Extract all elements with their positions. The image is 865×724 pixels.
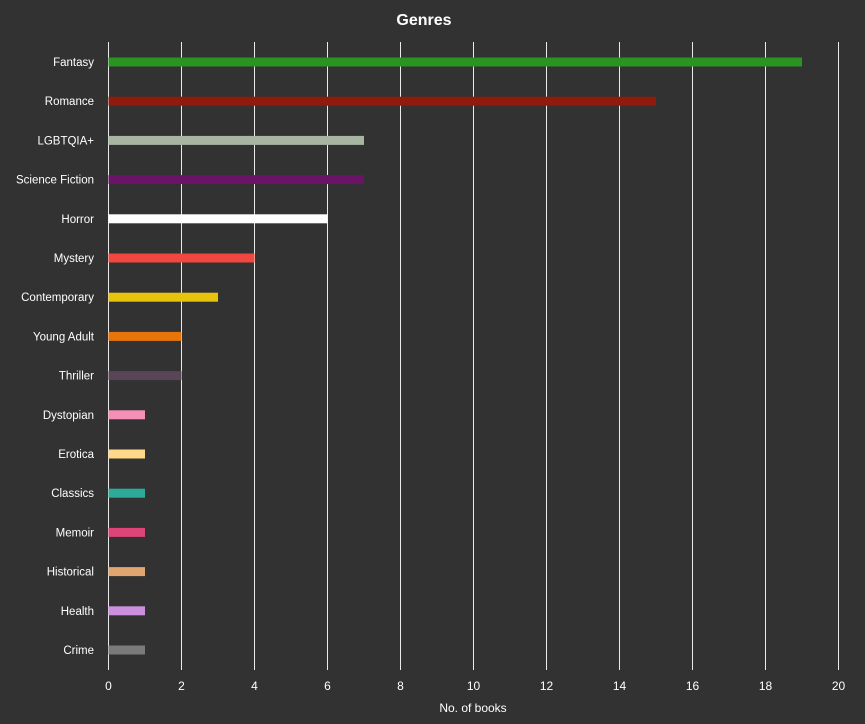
- x-tick-label: 14: [613, 679, 627, 693]
- bar-memoir: [108, 527, 145, 537]
- x-axis-label: No. of books: [439, 701, 506, 715]
- gridlines: [108, 42, 839, 670]
- x-tick-label: 12: [540, 679, 554, 693]
- x-tick-label: 4: [251, 679, 258, 693]
- x-tick-label: 10: [467, 679, 481, 693]
- category-label: Mystery: [54, 253, 95, 265]
- bar-historical: [108, 567, 145, 577]
- bar-health: [108, 606, 145, 616]
- category-label: LGBTQIA+: [37, 135, 94, 147]
- category-labels: Fantasy Romance LGBTQIA+ Science Fiction Hor…: [16, 57, 95, 657]
- bar-contemporary: [108, 292, 218, 302]
- bar-romance: [108, 96, 656, 106]
- bar-dystopian: [108, 410, 145, 420]
- x-tick-label: 18: [759, 679, 773, 693]
- category-label: Thriller: [59, 371, 94, 383]
- x-tick-labels: 0 2 4 6 8 10 12 14 16 18 20: [105, 679, 845, 693]
- category-label: Memoir: [56, 527, 95, 539]
- category-label: Science Fiction: [16, 175, 94, 187]
- category-label: Erotica: [58, 449, 94, 461]
- bar-erotica: [108, 449, 145, 459]
- x-tick-label: 0: [105, 679, 112, 693]
- category-label: Health: [61, 606, 94, 618]
- x-tick-label: 16: [686, 679, 700, 693]
- category-label: Historical: [47, 567, 94, 579]
- bar-lgbtqia: [108, 135, 364, 145]
- bar-young-adult: [108, 331, 182, 341]
- bar-science-fiction: [108, 175, 364, 185]
- category-label: Classics: [51, 488, 94, 500]
- bar-fantasy: [108, 57, 802, 67]
- x-tick-label: 8: [397, 679, 404, 693]
- x-tick-label: 20: [832, 679, 846, 693]
- chart-title: Genres: [396, 12, 451, 29]
- bar-classics: [108, 488, 145, 498]
- category-label: Young Adult: [33, 331, 95, 343]
- x-tick-label: 2: [178, 679, 185, 693]
- category-label: Dystopian: [43, 410, 94, 422]
- bar-crime: [108, 645, 145, 655]
- category-label: Crime: [63, 645, 94, 657]
- category-label: Fantasy: [53, 57, 94, 69]
- category-label: Contemporary: [21, 292, 94, 304]
- bar-mystery: [108, 253, 255, 263]
- bars: [108, 57, 802, 655]
- category-label: Horror: [61, 214, 94, 226]
- bar-thriller: [108, 371, 182, 381]
- bar-horror: [108, 214, 328, 224]
- category-label: Romance: [45, 96, 94, 108]
- x-tick-label: 6: [324, 679, 331, 693]
